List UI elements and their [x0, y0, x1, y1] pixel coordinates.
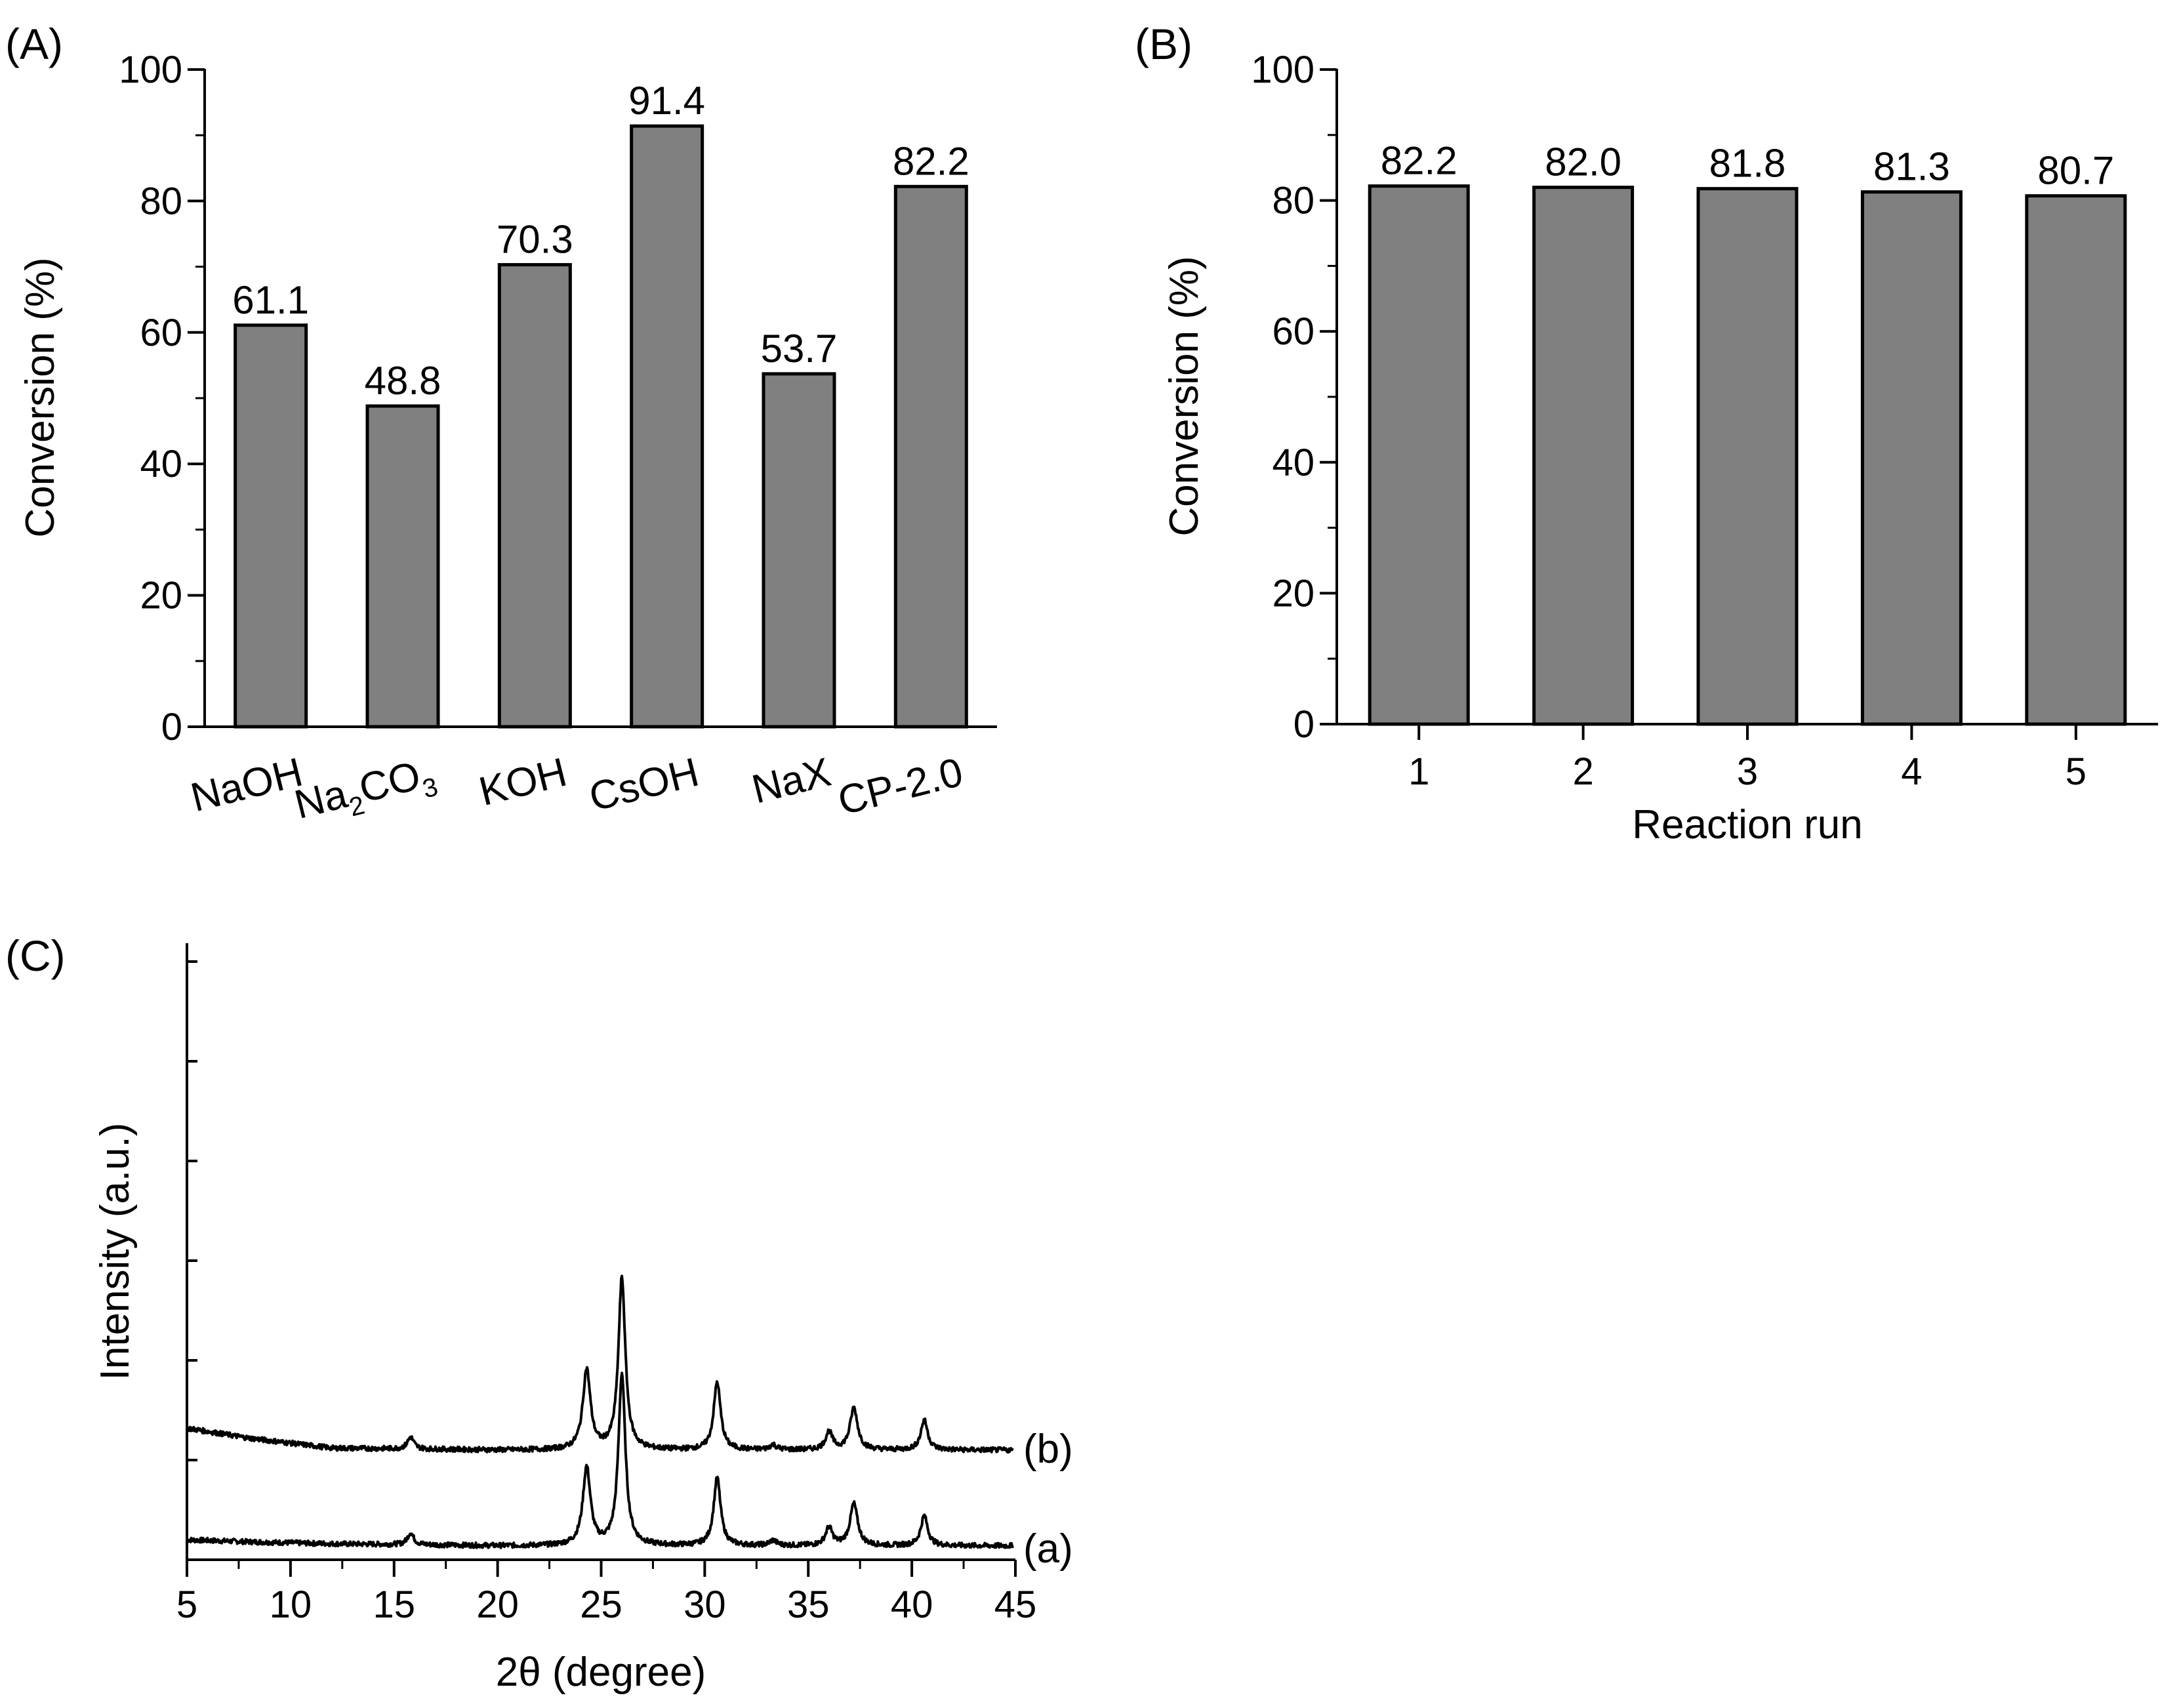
b-xtick-label: 3 — [1737, 750, 1758, 793]
a-category-text: CO — [355, 753, 425, 811]
panel-a-ylabel: Conversion (%) — [18, 257, 63, 537]
b-value-label: 80.7 — [2037, 149, 2114, 193]
b-xtick-label: 2 — [1572, 750, 1593, 793]
b-ytick-label: 60 — [1272, 310, 1314, 353]
b-ytick-label: 100 — [1251, 49, 1314, 91]
a-bar — [630, 124, 704, 729]
a-category-text: NaOH — [186, 750, 307, 821]
b-value-label: 82.2 — [1381, 139, 1457, 183]
a-category-text: CP-2.0 — [834, 750, 968, 824]
a-category-text: KOH — [475, 750, 571, 815]
a-bar — [365, 404, 440, 729]
b-value-label: 82.0 — [1545, 140, 1621, 184]
a-value-label: 53.7 — [761, 327, 838, 371]
a-category-text: NaX — [748, 750, 836, 813]
b-bar — [1368, 184, 1470, 726]
c-xtick-label: 40 — [891, 1583, 933, 1626]
c-xrd-pattern — [186, 1372, 1014, 1549]
b-xtick-label: 1 — [1408, 750, 1429, 793]
panel-c-xlabel: 2θ (degree) — [496, 1650, 706, 1695]
panel-c-label: (C) — [5, 931, 66, 980]
c-xtick-label: 5 — [176, 1583, 197, 1626]
a-value-label: 61.1 — [232, 278, 309, 322]
a-bar — [234, 323, 308, 729]
b-xtick-label: 4 — [1901, 750, 1922, 793]
a-bar — [893, 184, 968, 729]
b-bar — [1860, 190, 1963, 726]
b-value-label: 81.3 — [1873, 145, 1950, 189]
a-ytick-label: 60 — [140, 312, 182, 354]
a-category-label: CsOH — [585, 750, 703, 821]
panel-b: (B) 0 20 40 60 80 100 82.2 82.0 81.8 81.3 80.7 1 2… — [1135, 20, 2158, 847]
a-category-label: NaX — [748, 750, 836, 813]
panel-c-ylabel: Intensity (a.u.) — [92, 1123, 138, 1381]
a-ytick-label: 40 — [140, 443, 182, 485]
a-ytick-label: 80 — [140, 180, 182, 222]
a-ytick-label: 0 — [161, 706, 182, 748]
panel-b-label: (B) — [1135, 20, 1192, 68]
a-value-label: 70.3 — [497, 218, 573, 262]
c-xtick-label: 15 — [373, 1583, 415, 1626]
b-bar — [1696, 187, 1799, 726]
c-xtick-label: 30 — [683, 1583, 726, 1626]
b-ytick-label: 40 — [1272, 441, 1314, 484]
b-bar — [2025, 194, 2127, 726]
c-xtick-label: 35 — [787, 1583, 830, 1626]
b-xtick-label: 5 — [2066, 750, 2087, 793]
b-ytick-label: 20 — [1272, 572, 1314, 615]
panel-c: (C) 5 10 15 20 25 30 35 40 45 (a) (b) 2θ (degree)… — [5, 931, 1073, 1695]
c-xrd-pattern — [186, 1274, 1014, 1454]
b-ytick-label: 0 — [1294, 703, 1314, 746]
c-series-label: (a) — [1023, 1526, 1073, 1572]
a-value-label: 82.2 — [893, 139, 969, 183]
c-xtick-label: 25 — [580, 1583, 622, 1626]
b-bar — [1532, 186, 1635, 726]
a-category-label: KOH — [475, 750, 571, 815]
a-value-label: 48.8 — [365, 359, 441, 403]
a-value-label: 91.4 — [628, 79, 705, 123]
c-xtick-label: 45 — [994, 1583, 1037, 1626]
b-value-label: 81.8 — [1709, 142, 1786, 186]
a-bar — [497, 263, 572, 729]
b-ytick-label: 80 — [1272, 180, 1314, 222]
c-xtick-label: 20 — [476, 1583, 519, 1626]
a-category-label: Na2CO3 — [290, 750, 441, 835]
a-bar — [762, 372, 836, 729]
a-category-label: NaOH — [186, 750, 307, 821]
a-category-label: CP-2.0 — [834, 750, 968, 824]
a-ytick-label: 100 — [119, 49, 182, 91]
panel-b-xlabel: Reaction run — [1632, 802, 1863, 847]
panel-a-label: (A) — [5, 20, 63, 68]
a-category-text: CsOH — [585, 750, 703, 821]
a-ytick-label: 20 — [140, 575, 182, 617]
panel-b-ylabel: Conversion (%) — [1162, 256, 1207, 536]
c-xtick-label: 10 — [270, 1583, 312, 1626]
panel-a: (A) 0 20 40 60 80 100 61.1 48.8 70.3 91.4 53.7 82.… — [5, 20, 997, 835]
a-category-subscript: 3 — [420, 773, 441, 804]
c-series-label: (b) — [1023, 1427, 1073, 1472]
